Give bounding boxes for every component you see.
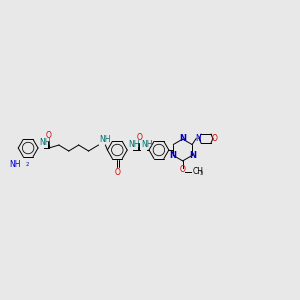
Text: CH: CH [193,167,204,176]
Text: O: O [114,168,120,177]
Text: 2: 2 [25,162,29,167]
Text: 3: 3 [200,171,203,176]
Text: O: O [212,134,218,143]
Text: N: N [195,134,201,143]
Text: NH: NH [128,140,140,149]
Text: N: N [189,151,196,160]
Text: O: O [46,131,52,140]
Text: NH: NH [39,138,50,147]
Text: O: O [180,165,186,174]
Text: O: O [136,133,142,142]
Text: NH: NH [100,135,111,144]
Text: NH: NH [141,140,153,149]
Text: N: N [179,134,186,143]
Text: NH: NH [10,160,21,169]
Text: N: N [169,151,176,160]
